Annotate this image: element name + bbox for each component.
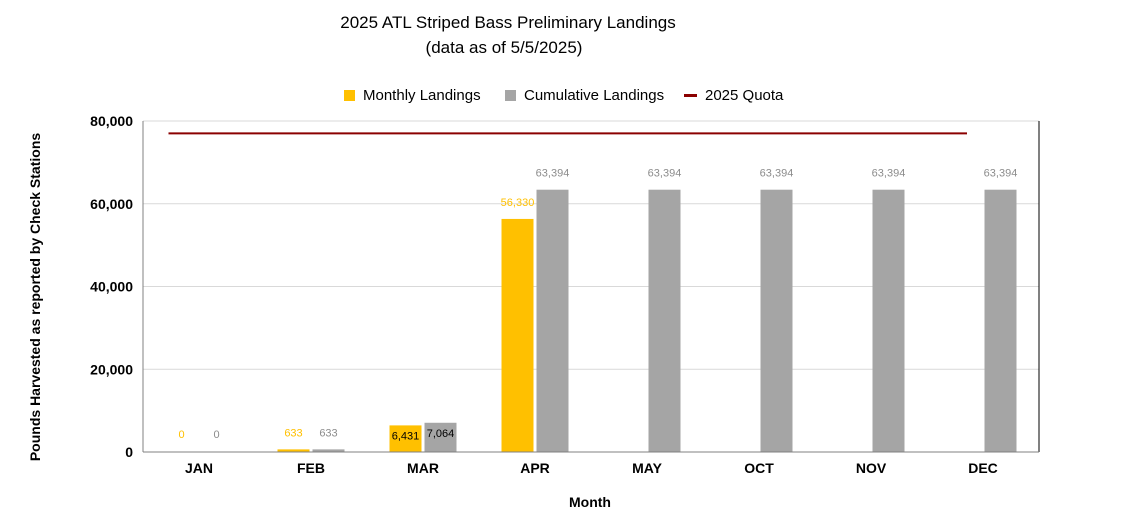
gridlines	[143, 120, 1039, 370]
data-label-cumulative: 63,394	[536, 168, 570, 180]
bar-cumulative	[424, 422, 457, 452]
chart-subtitle: (data as of 5/5/2025)	[426, 38, 583, 57]
legend-label-quota: 2025 Quota	[705, 87, 784, 104]
legend-swatch-quota	[684, 94, 697, 97]
x-tick-label: FEB	[297, 460, 325, 476]
x-axis-ticks: JAN FEB MAR APR MAY OCT NOV DEC	[185, 460, 998, 476]
legend-swatch-cumulative	[505, 90, 516, 101]
y-tick-label: 80,000	[90, 113, 133, 129]
bars	[277, 189, 1017, 452]
data-label-monthly: 0	[178, 429, 184, 441]
x-tick-label: APR	[520, 460, 550, 476]
data-label-monthly: 6,431	[392, 430, 420, 442]
x-tick-label: NOV	[856, 460, 887, 476]
data-label-cumulative: 63,394	[984, 168, 1018, 180]
x-tick-label: MAY	[632, 460, 662, 476]
y-tick-label: 40,000	[90, 279, 133, 295]
bar-cumulative	[536, 189, 569, 452]
bar-monthly	[277, 449, 310, 452]
y-tick-label: 0	[125, 444, 133, 460]
bar-monthly	[389, 425, 422, 452]
data-label-cumulative: 633	[319, 427, 337, 439]
data-label-monthly: 56,330	[501, 197, 535, 209]
legend-label-cumulative: Cumulative Landings	[524, 87, 664, 104]
data-label-cumulative: 7,064	[427, 428, 455, 440]
x-axis-title: Month	[569, 494, 611, 510]
y-axis-title: Pounds Harvested as reported by Check St…	[27, 133, 43, 462]
chart-title: 2025 ATL Striped Bass Preliminary Landin…	[340, 13, 675, 32]
x-tick-label: OCT	[744, 460, 774, 476]
bar-cumulative	[760, 189, 793, 452]
legend: Monthly Landings Cumulative Landings 202…	[344, 87, 784, 104]
x-tick-label: JAN	[185, 460, 213, 476]
bar-monthly	[501, 218, 534, 452]
bar-cumulative	[984, 189, 1017, 452]
y-tick-label: 20,000	[90, 361, 133, 377]
data-label-cumulative: 63,394	[760, 168, 794, 180]
data-labels: 0 0 633 633 6,431 7,064 56,330 63,394 63,394 63,3…	[178, 168, 1017, 443]
y-axis-ticks: 0 20,000 40,000 60,000 80,000	[90, 113, 133, 460]
data-label-cumulative: 63,394	[648, 168, 682, 180]
data-label-cumulative: 0	[213, 429, 219, 441]
x-tick-label: DEC	[968, 460, 998, 476]
data-label-cumulative: 63,394	[872, 168, 906, 180]
data-label-monthly: 633	[284, 427, 302, 439]
x-tick-label: MAR	[407, 460, 439, 476]
bar-cumulative	[648, 189, 681, 452]
y-tick-label: 60,000	[90, 196, 133, 212]
legend-label-monthly: Monthly Landings	[363, 87, 481, 104]
legend-swatch-monthly	[344, 90, 355, 101]
bar-cumulative	[312, 449, 345, 452]
bar-cumulative	[872, 189, 905, 452]
